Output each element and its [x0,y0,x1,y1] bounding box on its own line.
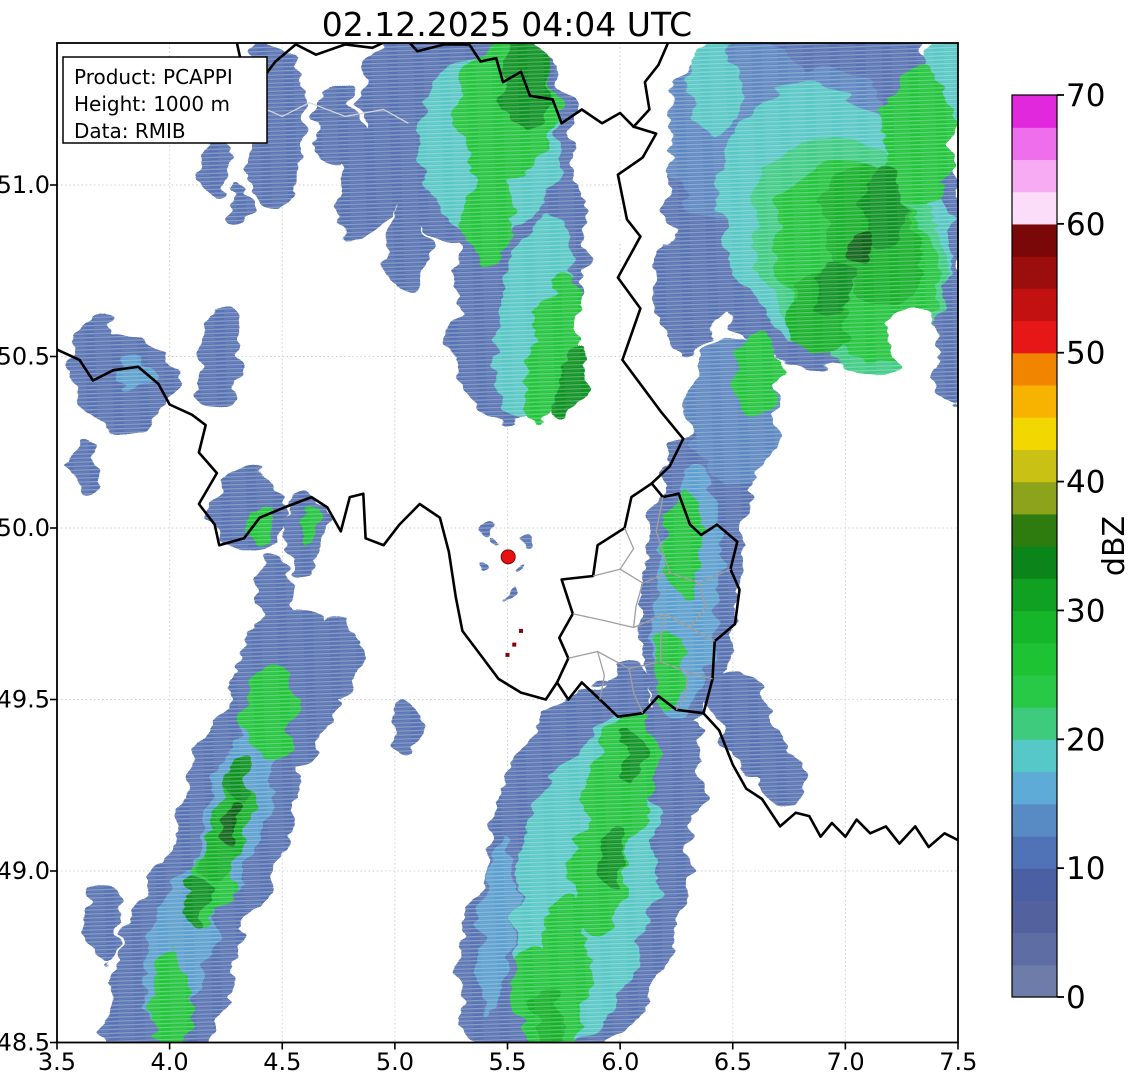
x-axis-tick-labels: 3.5 4.0 4.5 5.0 5.5 6.0 6.5 7.0 7.5 [38,1048,977,1076]
x-tick-label: 7.0 [827,1048,865,1076]
y-tick-label: 50.5 [0,343,50,371]
x-tick-label: 6.0 [601,1048,639,1076]
colorbar-band [1012,868,1057,901]
colorbar-band [1012,964,1057,998]
colorbar-band [1012,159,1057,193]
colorbar-band [1012,546,1057,579]
canton-border [689,582,707,628]
colorbar-band [1012,835,1057,869]
colorbar-band [1012,674,1057,708]
canton-border [596,651,606,700]
province-border [250,102,409,124]
colorbar-band [1012,256,1057,289]
colorbar-band [1012,578,1057,612]
x-tick-label: 6.5 [714,1048,752,1076]
colorbar-band [1012,771,1057,805]
colorbar-tick-label: 70 [1066,78,1105,114]
colorbar-band [1012,642,1057,676]
colorbar-band [1012,707,1057,740]
axes-frame [50,42,959,1050]
canton-border [632,582,644,628]
y-tick-label: 49.0 [0,857,50,885]
info-box-line-data: Data: RMIB [74,119,186,143]
colorbar-tick-label: 40 [1066,465,1105,501]
clutter-layer [505,628,524,657]
border-layer [57,43,958,849]
colorbar-band [1012,739,1057,773]
colorbar-axis-label: dBZ [1097,516,1132,576]
colorbar-tick-label: 0 [1066,980,1086,1016]
colorbar-band [1012,513,1057,547]
x-tick-label: 4.0 [151,1048,189,1076]
colorbar-tick-label: 30 [1066,593,1105,629]
colorbar-tick-label: 20 [1066,722,1105,758]
country-border [57,348,559,701]
canton-border [660,613,666,662]
colorbar-band [1012,481,1057,515]
colorbar-band [1012,223,1057,257]
colorbar-tick-label: 10 [1066,851,1105,887]
colorbar-band [1012,288,1057,322]
y-tick-label: 50.0 [0,514,50,542]
colorbar-band [1012,320,1057,354]
colorbar-band [1012,191,1057,225]
canton-border [572,613,716,642]
map-area [57,43,958,1043]
colorbar-band [1012,449,1057,483]
x-tick-label: 3.5 [38,1048,76,1076]
y-tick-label: 48.5 [0,1029,50,1057]
country-border [616,125,685,485]
colorbar-band [1012,932,1057,966]
page-title: 02.12.2025 04:04 UTC [322,5,692,44]
clutter-speck [505,652,510,657]
country-border [555,482,741,718]
canton-border [619,527,635,570]
country-border [702,711,958,849]
clutter-speck [512,642,517,647]
info-box: Product: PCAPPI Height: 1000 m Data: RMI… [62,56,268,144]
colorbar-tick-label: 60 [1066,207,1105,243]
x-tick-label: 4.5 [263,1048,301,1076]
colorbar-tick-labels: 0 10 20 30 40 50 60 70 [1066,78,1105,1016]
colorbar-band [1012,127,1057,161]
colorbar-band [1012,900,1057,934]
y-tick-label: 51.0 [0,171,50,199]
x-tick-label: 5.0 [376,1048,414,1076]
info-box-line-product: Product: PCAPPI [74,65,233,89]
info-box-line-height: Height: 1000 m [74,92,230,116]
x-tick-label: 7.5 [939,1048,977,1076]
colorbar-band [1012,610,1057,644]
colorbar-band [1012,417,1057,450]
canton-border [628,668,644,714]
canton-border [592,568,731,584]
colorbar-tick-label: 50 [1066,336,1105,372]
canton-border [568,650,713,680]
y-tick-label: 49.5 [0,686,50,714]
clutter-speck [519,628,524,633]
canton-border [655,496,671,573]
colorbar-band [1012,352,1057,386]
colorbar-band [1012,95,1057,128]
country-border [632,43,669,128]
radar-streak-texture [57,43,958,1043]
radar-site-marker [500,549,516,565]
x-tick-label: 5.5 [489,1048,527,1076]
country-border [467,43,635,128]
colorbar-band [1012,803,1057,837]
colorbar-band [1012,384,1057,418]
colorbar-outline [1011,94,1058,998]
colorbar [1011,94,1064,998]
canton-border [675,672,689,711]
y-axis-tick-labels: 51.0 50.5 50.0 49.5 49.0 48.5 [0,171,50,1057]
info-box-frame [62,56,268,144]
